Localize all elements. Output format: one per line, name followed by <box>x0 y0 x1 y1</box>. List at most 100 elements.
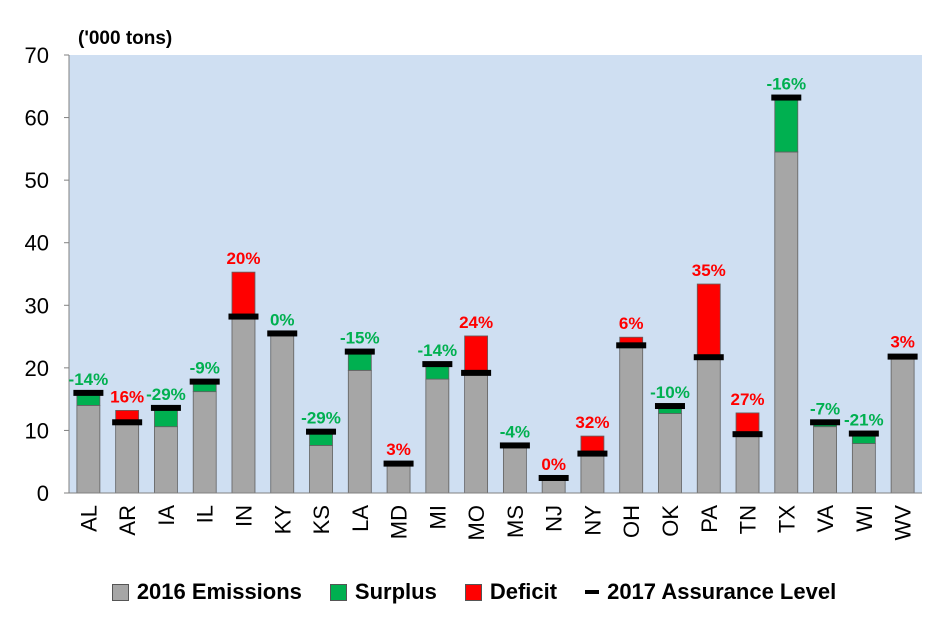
bar-deficit-mo <box>464 335 489 375</box>
bar-emissions-la <box>347 369 372 494</box>
pct-label-tn: 27% <box>731 390 765 409</box>
bar-emissions-mi <box>425 378 450 494</box>
x-tick-label-va: VA <box>813 505 838 533</box>
legend-swatch-emissions <box>111 583 129 601</box>
x-tick-label-ar: AR <box>115 505 140 536</box>
assurance-marker-ia <box>150 404 181 411</box>
assurance-marker-md <box>383 460 414 467</box>
pct-label-wi: -21% <box>844 411 884 430</box>
y-tick-label: 0 <box>37 481 49 506</box>
bar-emissions-mo <box>464 373 489 494</box>
legend-item-assurance: 2017 Assurance Level <box>585 579 836 605</box>
y-tick-label: 60 <box>25 106 49 131</box>
assurance-marker-ms <box>499 442 530 449</box>
bar-emissions-ar <box>115 423 140 494</box>
pct-label-pa: 35% <box>692 261 726 280</box>
assurance-marker-mi <box>422 361 453 368</box>
x-tick-label-ny: NY <box>580 505 605 536</box>
pct-label-wv: 3% <box>890 332 915 351</box>
assurance-marker-la <box>344 348 375 355</box>
legend-label-assurance: 2017 Assurance Level <box>607 579 837 604</box>
assurance-marker-in <box>228 313 259 320</box>
bar-emissions-il <box>192 391 217 494</box>
assurance-marker-ny <box>577 450 608 457</box>
pct-label-al: -14% <box>69 370 109 389</box>
pct-label-ny: 32% <box>575 413 609 432</box>
bar-emissions-ny <box>580 453 605 494</box>
assurance-marker-tn <box>732 431 763 438</box>
legend-label-deficit: Deficit <box>489 579 558 604</box>
bar-emissions-ky <box>270 333 295 494</box>
pct-label-la: -15% <box>340 329 380 348</box>
pct-label-md: 3% <box>386 440 411 459</box>
bar-emissions-ks <box>309 445 333 494</box>
pct-label-ia: -29% <box>146 385 186 404</box>
y-tick-label: 30 <box>25 293 49 318</box>
bar-emissions-pa <box>696 357 721 494</box>
assurance-marker-tx <box>771 94 802 101</box>
x-tick-label-il: IL <box>193 505 218 523</box>
x-tick-label-tx: TX <box>774 505 799 533</box>
pct-label-in: 20% <box>226 249 260 268</box>
x-tick-label-la: LA <box>348 505 373 532</box>
x-tick-label-ok: OK <box>658 505 683 537</box>
pct-label-mi: -14% <box>417 341 457 360</box>
unit-label: ('000 tons) <box>78 28 172 49</box>
bar-emissions-va <box>813 426 837 494</box>
bar-deficit-tn <box>735 412 760 435</box>
x-tick-label-pa: PA <box>697 505 722 533</box>
pct-label-nj: 0% <box>541 455 566 474</box>
assurance-marker-il <box>189 378 220 385</box>
bar-emissions-al <box>76 404 101 494</box>
x-tick-label-wi: WI <box>852 505 877 532</box>
assurance-marker-ky <box>267 330 298 337</box>
pct-label-mo: 24% <box>459 313 493 332</box>
x-tick-label-md: MD <box>387 505 412 539</box>
legend-line-assurance <box>585 590 600 594</box>
x-axis: AL AR IA IL IN KY KS LA MD MI MO MS NJ NY OH OK PA TN TX VA… <box>69 492 922 540</box>
x-tick-label-ia: IA <box>154 505 179 526</box>
bar-emissions-ok <box>658 413 682 494</box>
bar-emissions-in <box>231 317 256 494</box>
bar-emissions-wv <box>890 358 915 494</box>
pct-label-ms: -4% <box>500 422 530 441</box>
assurance-marker-mo <box>461 369 492 376</box>
bar-emissions-tx <box>774 151 799 494</box>
legend-label-emissions: 2016 Emissions <box>136 579 302 604</box>
assurance-marker-ar <box>112 419 143 426</box>
x-tick-label-al: AL <box>76 505 101 532</box>
legend-label-surplus: Surplus <box>354 579 437 604</box>
legend: 2016 Emissions Surplus Deficit 2017 Assu… <box>0 572 948 612</box>
x-tick-label-ky: KY <box>270 505 295 535</box>
legend-item-surplus: Surplus <box>329 579 437 605</box>
bar-emissions-md <box>386 463 411 494</box>
pct-label-ky: 0% <box>270 310 295 329</box>
assurance-marker-wi <box>848 430 879 437</box>
assurance-marker-nj <box>538 474 569 481</box>
bar-deficit-pa <box>696 283 721 359</box>
bar-emissions-ms <box>502 446 527 494</box>
pct-label-oh: 6% <box>619 314 644 333</box>
legend-item-emissions: 2016 Emissions <box>111 579 302 605</box>
y-tick-label: 10 <box>25 418 49 443</box>
x-tick-label-oh: OH <box>619 505 644 538</box>
x-tick-label-tn: TN <box>736 505 761 534</box>
pct-label-va: -7% <box>810 399 840 418</box>
x-tick-label-ks: KS <box>309 505 334 534</box>
bars-group: -14%16% -29%-9%20%0%-29%-15%3%-14%24%-4%0… <box>69 75 918 494</box>
y-tick-label: 70 <box>25 43 49 68</box>
y-axis: 0 10 20 30 40 50 60 70 <box>25 43 70 506</box>
x-tick-label-mi: MI <box>425 505 450 529</box>
bar-emissions-tn <box>735 433 760 494</box>
legend-swatch-surplus <box>329 583 347 601</box>
bar-deficit-in <box>231 271 256 319</box>
assurance-marker-ok <box>654 403 685 410</box>
assurance-marker-al <box>73 389 104 396</box>
assurance-marker-pa <box>693 354 724 361</box>
pct-label-ar: 16% <box>110 387 144 406</box>
pct-label-ok: -10% <box>650 383 690 402</box>
assurance-marker-wv <box>887 353 918 360</box>
bar-emissions-ia <box>154 426 178 494</box>
x-tick-label-mo: MO <box>464 505 489 540</box>
